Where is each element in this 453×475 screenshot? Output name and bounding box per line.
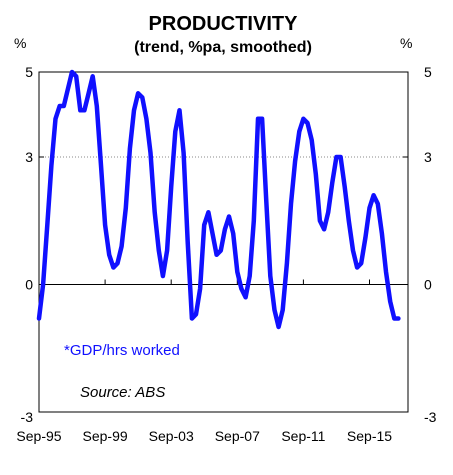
x-tick-label: Sep-15 [347,428,392,444]
plot-frame [38,71,409,413]
series-annotation: *GDP/hrs worked [64,342,180,359]
y-tick-label-left: 3 [25,149,33,165]
y-tick-label-left: 0 [25,277,33,293]
chart-subtitle: (trend, %pa, smoothed) [134,39,312,56]
right-unit-label: % [400,35,412,51]
x-tick-label: Sep-07 [215,428,260,444]
y-tick-label-right: 5 [424,64,432,80]
x-tick-label: Sep-03 [149,428,194,444]
x-tick-label: Sep-11 [281,428,325,444]
y-tick-label-left: -3 [21,409,34,425]
left-unit-label: % [14,35,26,51]
y-tick-label-left: 5 [25,64,33,80]
y-tick-label-right: -3 [424,409,437,425]
x-tick-label: Sep-99 [83,428,128,444]
x-tick-label: Sep-95 [16,428,61,444]
source-annotation: Source: ABS [80,384,165,401]
y-tick-label-right: 0 [424,277,432,293]
y-tick-label-right: 3 [424,149,432,165]
plot-area: -3 -3 0 0 3 3 5 5 Sep-95 Sep-99 Sep-03 Sep-07 Sep-11… [16,64,436,444]
chart-title: PRODUCTIVITY [149,13,299,35]
series-line [36,69,401,330]
